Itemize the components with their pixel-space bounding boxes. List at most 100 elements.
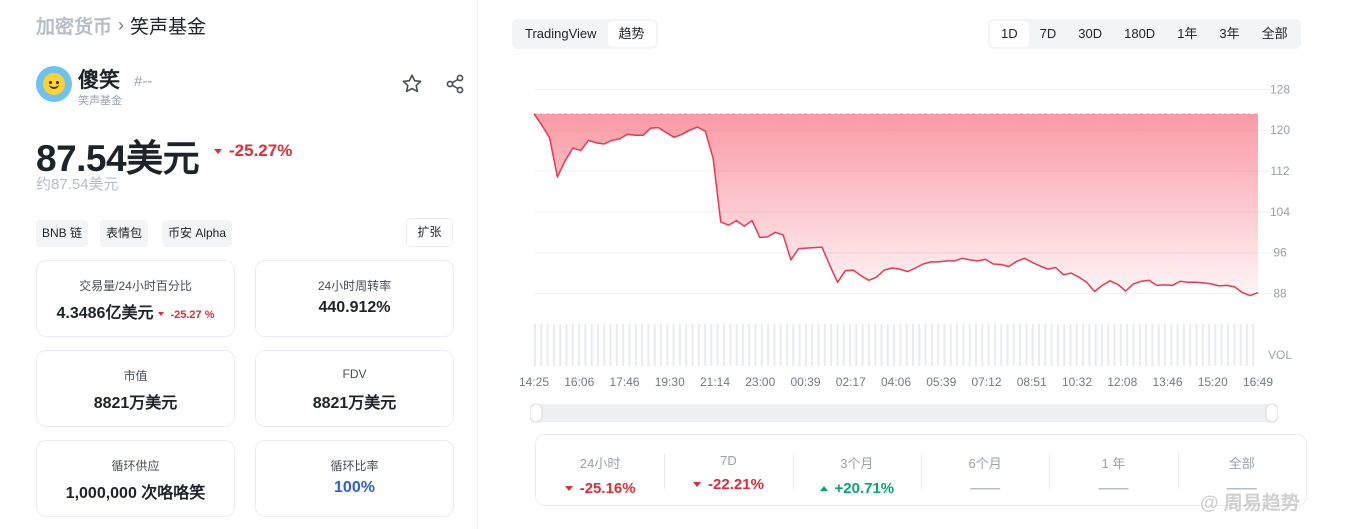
- tab-tradingview[interactable]: TradingView: [525, 26, 597, 41]
- range-1d[interactable]: 1D: [990, 21, 1029, 47]
- tag-bnb-chain[interactable]: BNB 链: [36, 220, 89, 247]
- period-value: ——: [970, 480, 1001, 497]
- star-icon: [402, 74, 422, 93]
- volume-bar: [1031, 324, 1034, 366]
- x-tick-label: 16:06: [564, 375, 594, 389]
- stat-card-turnover: 24小时周转率 440.912%: [255, 260, 454, 337]
- time-range-selector: 1D 7D 30D 180D 1年 3年 全部: [988, 19, 1301, 49]
- volume-bar: [597, 324, 599, 366]
- volume-bar: [836, 324, 839, 366]
- breadcrumb-root-link[interactable]: 加密货币: [36, 17, 113, 38]
- expand-button[interactable]: 扩张: [406, 218, 453, 247]
- token-subtitle: 笑声基金: [78, 95, 122, 107]
- volume-bar: [1012, 324, 1015, 366]
- volume-bar: [609, 324, 612, 366]
- volume-bar: [943, 324, 946, 366]
- stat-label: 循环供应: [111, 459, 160, 473]
- volume-bar: [735, 324, 738, 366]
- price-change: -25.27%: [214, 141, 292, 161]
- range-3y[interactable]: 3年: [1219, 26, 1240, 41]
- volume-bar: [546, 324, 549, 366]
- volume-bar: [779, 324, 782, 366]
- volume-bar: [1164, 324, 1166, 366]
- x-tick-label: 00:39: [790, 375, 820, 389]
- range-1y[interactable]: 1年: [1177, 26, 1198, 41]
- period-value-text: -25.16%: [579, 480, 636, 497]
- period-label: 1 年: [1101, 456, 1126, 471]
- x-tick-label: 23:00: [745, 375, 775, 389]
- chart-mode-toggle: TradingView 趋势: [512, 19, 658, 49]
- chart-range-scroller[interactable]: [530, 402, 1278, 424]
- volume-bar: [1119, 324, 1122, 366]
- triangle-up-icon: [819, 486, 828, 491]
- volume-bar: [1138, 324, 1141, 366]
- volume-bar: [1000, 324, 1003, 366]
- volume-bar: [571, 324, 574, 366]
- volume-bar: [1132, 324, 1135, 366]
- x-tick-label: 16:49: [1243, 375, 1273, 389]
- token-header: 傻笑 笑声基金 #--: [36, 62, 466, 108]
- range-180d[interactable]: 180D: [1124, 26, 1156, 41]
- volume-bar: [741, 324, 744, 366]
- share-button[interactable]: [443, 72, 467, 96]
- scroller-track: [536, 404, 1272, 422]
- tag-binance-alpha[interactable]: 币安 Alpha: [162, 220, 233, 247]
- volume-bar: [672, 324, 675, 366]
- stat-value: 4.3486亿美元 -25.27 %: [37, 299, 234, 323]
- favorite-star-button[interactable]: [400, 72, 424, 96]
- volume-bars: [534, 324, 1255, 366]
- y-tick-label: 128: [1270, 82, 1290, 96]
- volume-bar: [615, 324, 618, 366]
- volume-bar: [1208, 324, 1211, 366]
- price-chart[interactable]: 128 120 112 104 96 88 VOL 14:25 16:06 17:46 19:30…: [512, 64, 1312, 394]
- x-axis: 14:25 16:06 17:46 19:30 21:14 23:00 00:39 02:17…: [519, 375, 1273, 389]
- volume-bar: [987, 324, 990, 366]
- volume-bar: [855, 324, 858, 366]
- volume-bar: [880, 324, 883, 366]
- price-approx: 约87.54美元: [36, 176, 119, 193]
- volume-bar: [1227, 324, 1229, 366]
- volume-value: 4.3486亿美元: [56, 305, 154, 322]
- x-tick-label: 10:32: [1062, 375, 1092, 389]
- volume-bar: [937, 324, 940, 366]
- x-tick-label: 07:12: [971, 375, 1001, 389]
- stat-card-market-cap: 市值 8821万美元: [36, 350, 235, 427]
- scroller-left-handle[interactable]: [530, 403, 543, 423]
- tag-meme[interactable]: 表情包: [100, 220, 149, 247]
- y-tick-label: 96: [1273, 246, 1287, 260]
- period-value: -25.16%: [536, 480, 664, 497]
- volume-bar: [1101, 324, 1103, 366]
- volume-bar: [1063, 324, 1066, 366]
- price-change-value: -25.27%: [229, 141, 293, 160]
- volume-bar: [729, 324, 732, 366]
- stat-card-fdv: FDV 8821万美元: [255, 350, 454, 427]
- volume-bar: [559, 324, 562, 366]
- period-performance: 24小时 -25.16% 7D -22.21% 3个月 +20.71% 6个月 …: [535, 434, 1307, 506]
- range-all[interactable]: 全部: [1261, 26, 1288, 41]
- volume-bar: [861, 324, 864, 366]
- volume-bar: [918, 324, 921, 366]
- triangle-down-icon: [158, 311, 165, 316]
- y-tick-label: 88: [1273, 287, 1287, 301]
- x-tick-label: 15:20: [1198, 375, 1228, 389]
- volume-bar: [628, 324, 631, 366]
- volume-bar: [1214, 324, 1217, 366]
- token-avatar: [36, 66, 72, 102]
- tab-trend[interactable]: 趋势: [607, 21, 656, 47]
- volume-bar: [830, 324, 833, 366]
- volume-bar: [1094, 324, 1097, 366]
- range-30d[interactable]: 30D: [1078, 26, 1103, 41]
- volume-bar: [804, 324, 807, 366]
- volume-bar: [962, 324, 965, 366]
- volume-bar: [849, 324, 851, 366]
- range-7d[interactable]: 7D: [1039, 26, 1057, 41]
- volume-bar: [811, 324, 814, 366]
- x-tick-label: 13:46: [1152, 375, 1182, 389]
- period-label: 6个月: [968, 456, 1002, 471]
- volume-bar: [760, 324, 763, 366]
- volume-bar: [1233, 324, 1236, 366]
- volume-bar: [653, 324, 656, 366]
- volume-bar: [565, 324, 568, 366]
- volume-bar: [1151, 324, 1154, 366]
- scroller-right-handle[interactable]: [1265, 403, 1278, 423]
